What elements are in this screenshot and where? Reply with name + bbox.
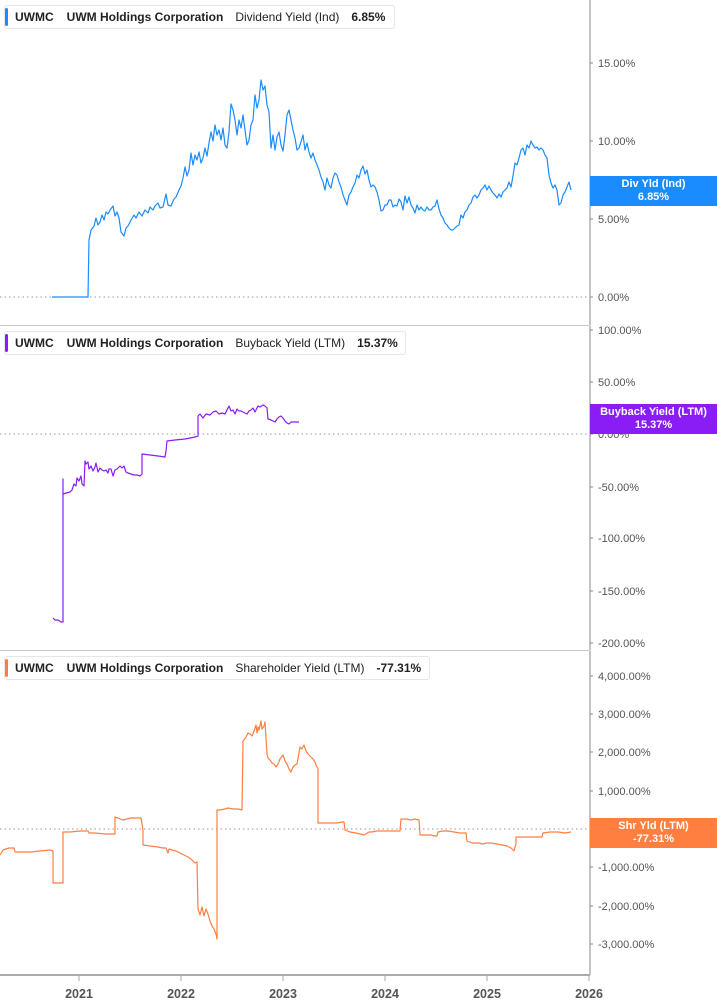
metric-value: -77.31% (376, 661, 422, 675)
metric-name: Shareholder Yield (LTM) (235, 661, 365, 675)
y-tick-label: -1,000.00% (598, 862, 654, 874)
x-tick-label: 2023 (269, 987, 297, 1001)
dividend-yield-value-tag: Div Yld (Ind) 6.85% (590, 176, 717, 206)
dividend-yield-line (52, 79, 572, 298)
dividend-yield-chart: 15.00% 10.00% 5.00% 0.00% (0, 0, 636, 325)
metric-name: Buyback Yield (LTM) (235, 336, 346, 350)
series-color-marker (5, 8, 8, 26)
shareholder-yield-legend: UWMC UWM Holdings Corporation Shareholde… (4, 656, 430, 680)
metric-name: Dividend Yield (Ind) (235, 10, 340, 24)
y-tick-label: 2,000.00% (598, 747, 651, 759)
y-tick-label: -100.00% (598, 533, 645, 545)
tag-value: 6.85% (637, 191, 670, 203)
x-tick-label: 2021 (65, 987, 93, 1001)
y-tick-label: 5.00% (598, 214, 629, 226)
metric-value: 6.85% (351, 10, 386, 24)
y-axis-ticks: 15.00% 10.00% 5.00% 0.00% (590, 58, 636, 304)
y-tick-label: 15.00% (598, 58, 636, 70)
panel-divider (0, 325, 590, 326)
ticker-label: UWMC (15, 336, 54, 350)
y-tick-label: -150.00% (598, 586, 645, 598)
buyback-yield-legend: UWMC UWM Holdings Corporation Buyback Yi… (4, 331, 406, 355)
ticker-label: UWMC (15, 10, 54, 24)
tag-label: Buyback Yield (LTM) (600, 406, 707, 418)
buyback-yield-value-tag: Buyback Yield (LTM) 15.37% (590, 404, 717, 434)
buyback-yield-chart: 100.00% 50.00% 0.00% -50.00% -100.00% -1… (0, 326, 645, 650)
series-color-marker (5, 334, 8, 352)
shareholder-yield-panel: 4,000.00% 3,000.00% 2,000.00% 1,000.00% … (0, 651, 717, 1005)
series-color-marker (5, 659, 8, 677)
company-name: UWM Holdings Corporation (66, 661, 224, 675)
dividend-yield-legend: UWMC UWM Holdings Corporation Dividend Y… (4, 5, 395, 29)
y-tick-label: 10.00% (598, 136, 636, 148)
x-tick-label: 2024 (371, 987, 399, 1001)
y-tick-label: 3,000.00% (598, 709, 651, 721)
y-tick-label: 50.00% (598, 377, 636, 389)
x-tick-label: 2026 (575, 987, 603, 1001)
y-tick-label: -2,000.00% (598, 901, 654, 913)
y-axis-ticks: 100.00% 50.00% 0.00% -50.00% -100.00% -1… (590, 326, 645, 650)
x-tick-label: 2025 (473, 987, 501, 1001)
metric-value: 15.37% (357, 336, 398, 350)
dividend-yield-panel: 15.00% 10.00% 5.00% 0.00% UWMC UWM Holdi… (0, 0, 717, 325)
tag-value: 15.37% (634, 419, 673, 431)
company-name: UWM Holdings Corporation (66, 336, 224, 350)
buyback-yield-line (52, 404, 299, 623)
y-axis-ticks: 4,000.00% 3,000.00% 2,000.00% 1,000.00% … (590, 671, 654, 951)
tag-label: Div Yld (Ind) (621, 178, 686, 190)
y-tick-label: 100.00% (598, 326, 642, 337)
panel-divider (0, 650, 590, 651)
buyback-yield-panel: 100.00% 50.00% 0.00% -50.00% -100.00% -1… (0, 326, 717, 650)
shareholder-yield-value-tag: Shr Yld (LTM) -77.31% (590, 818, 717, 848)
y-tick-label: -50.00% (598, 482, 639, 494)
y-tick-label: 1,000.00% (598, 786, 651, 798)
y-tick-label: 0.00% (598, 292, 629, 304)
x-tick-label: 2022 (167, 987, 195, 1001)
company-name: UWM Holdings Corporation (66, 10, 224, 24)
tag-label: Shr Yld (LTM) (618, 820, 689, 832)
ticker-label: UWMC (15, 661, 54, 675)
x-axis: 2021 2022 2023 2024 2025 2026 (65, 975, 603, 1001)
y-tick-label: 4,000.00% (598, 671, 651, 683)
shareholder-yield-line (0, 720, 572, 940)
y-tick-label: -200.00% (598, 638, 645, 650)
y-tick-label: -3,000.00% (598, 939, 654, 951)
tag-value: -77.31% (633, 833, 674, 845)
